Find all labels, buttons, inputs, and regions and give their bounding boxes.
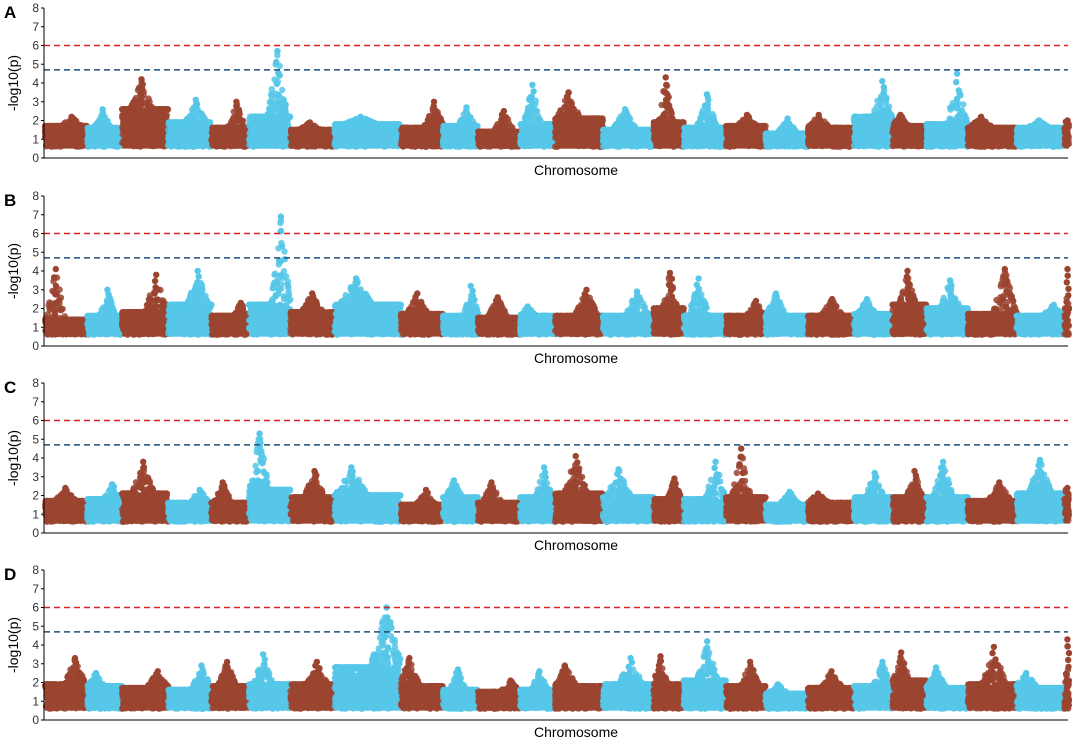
peak-point [530,121,538,128]
snp-point [378,121,386,128]
snp-point [121,106,128,114]
peak-point [528,94,535,102]
peak-point [357,114,364,122]
snp-band [290,132,335,149]
snp-point [372,121,379,129]
y-tick-label: 2 [32,114,39,128]
snp-point [266,105,273,112]
peak-point [273,58,280,66]
peak-point [275,69,282,77]
snp-point [478,128,485,135]
y-tick-label: 8 [32,1,39,15]
snp-point [494,121,501,128]
peak-point [99,109,107,116]
snp-point [202,118,210,126]
snp-band [400,131,443,149]
peak-point [272,113,279,121]
snp-point [536,114,543,122]
snp-point [145,103,152,111]
peak-point [273,80,280,88]
peak-point [272,102,279,110]
peak-point [527,114,535,121]
snp-point [211,124,218,132]
panel-label: A [4,3,16,22]
peak-point [463,107,470,114]
snp-band [168,125,212,149]
y-tick-label: 1 [32,132,39,146]
snp-point [347,118,354,125]
peak-point [233,102,240,110]
snp-band [211,131,250,149]
snp-band [334,127,401,149]
peak-point [529,101,536,108]
y-tick-label: 0 [32,151,39,165]
y-tick-label: 7 [32,20,39,34]
peak-point [193,100,200,107]
peak-point [274,47,281,55]
y-tick-label: 6 [32,39,39,53]
peak-point [430,102,437,110]
snp-point [487,128,494,135]
snp-point [268,86,275,93]
snp-band [45,129,88,149]
snp-point [74,122,82,130]
snp-point [224,124,231,131]
snp-band [520,127,556,149]
snp-point [58,124,65,131]
peak-point [275,91,282,99]
snp-point [407,125,414,132]
snp-point [449,122,457,130]
snp-point [281,104,289,111]
y-tick-label: 3 [32,95,39,109]
peak-point [529,107,536,115]
snp-band [87,131,123,149]
snp-point [251,113,259,121]
snp-band [477,134,521,149]
snp-band [249,120,291,149]
peak-point [529,81,536,89]
y-tick-label: 4 [32,76,39,90]
snp-point [41,122,49,130]
points-group [41,47,1072,150]
peak-point [530,88,537,95]
snp-point [443,122,451,130]
y-axis-title: -log10(p) [5,55,21,111]
y-tick-label: 5 [32,57,39,71]
snp-point [293,126,301,134]
snp-point [266,99,273,106]
peak-point [498,111,506,118]
peak-point [139,81,146,88]
peak-point [306,120,314,127]
snp-band [122,114,169,149]
snp-point [416,125,424,132]
snp-band [443,129,478,149]
peak-point [69,115,77,122]
